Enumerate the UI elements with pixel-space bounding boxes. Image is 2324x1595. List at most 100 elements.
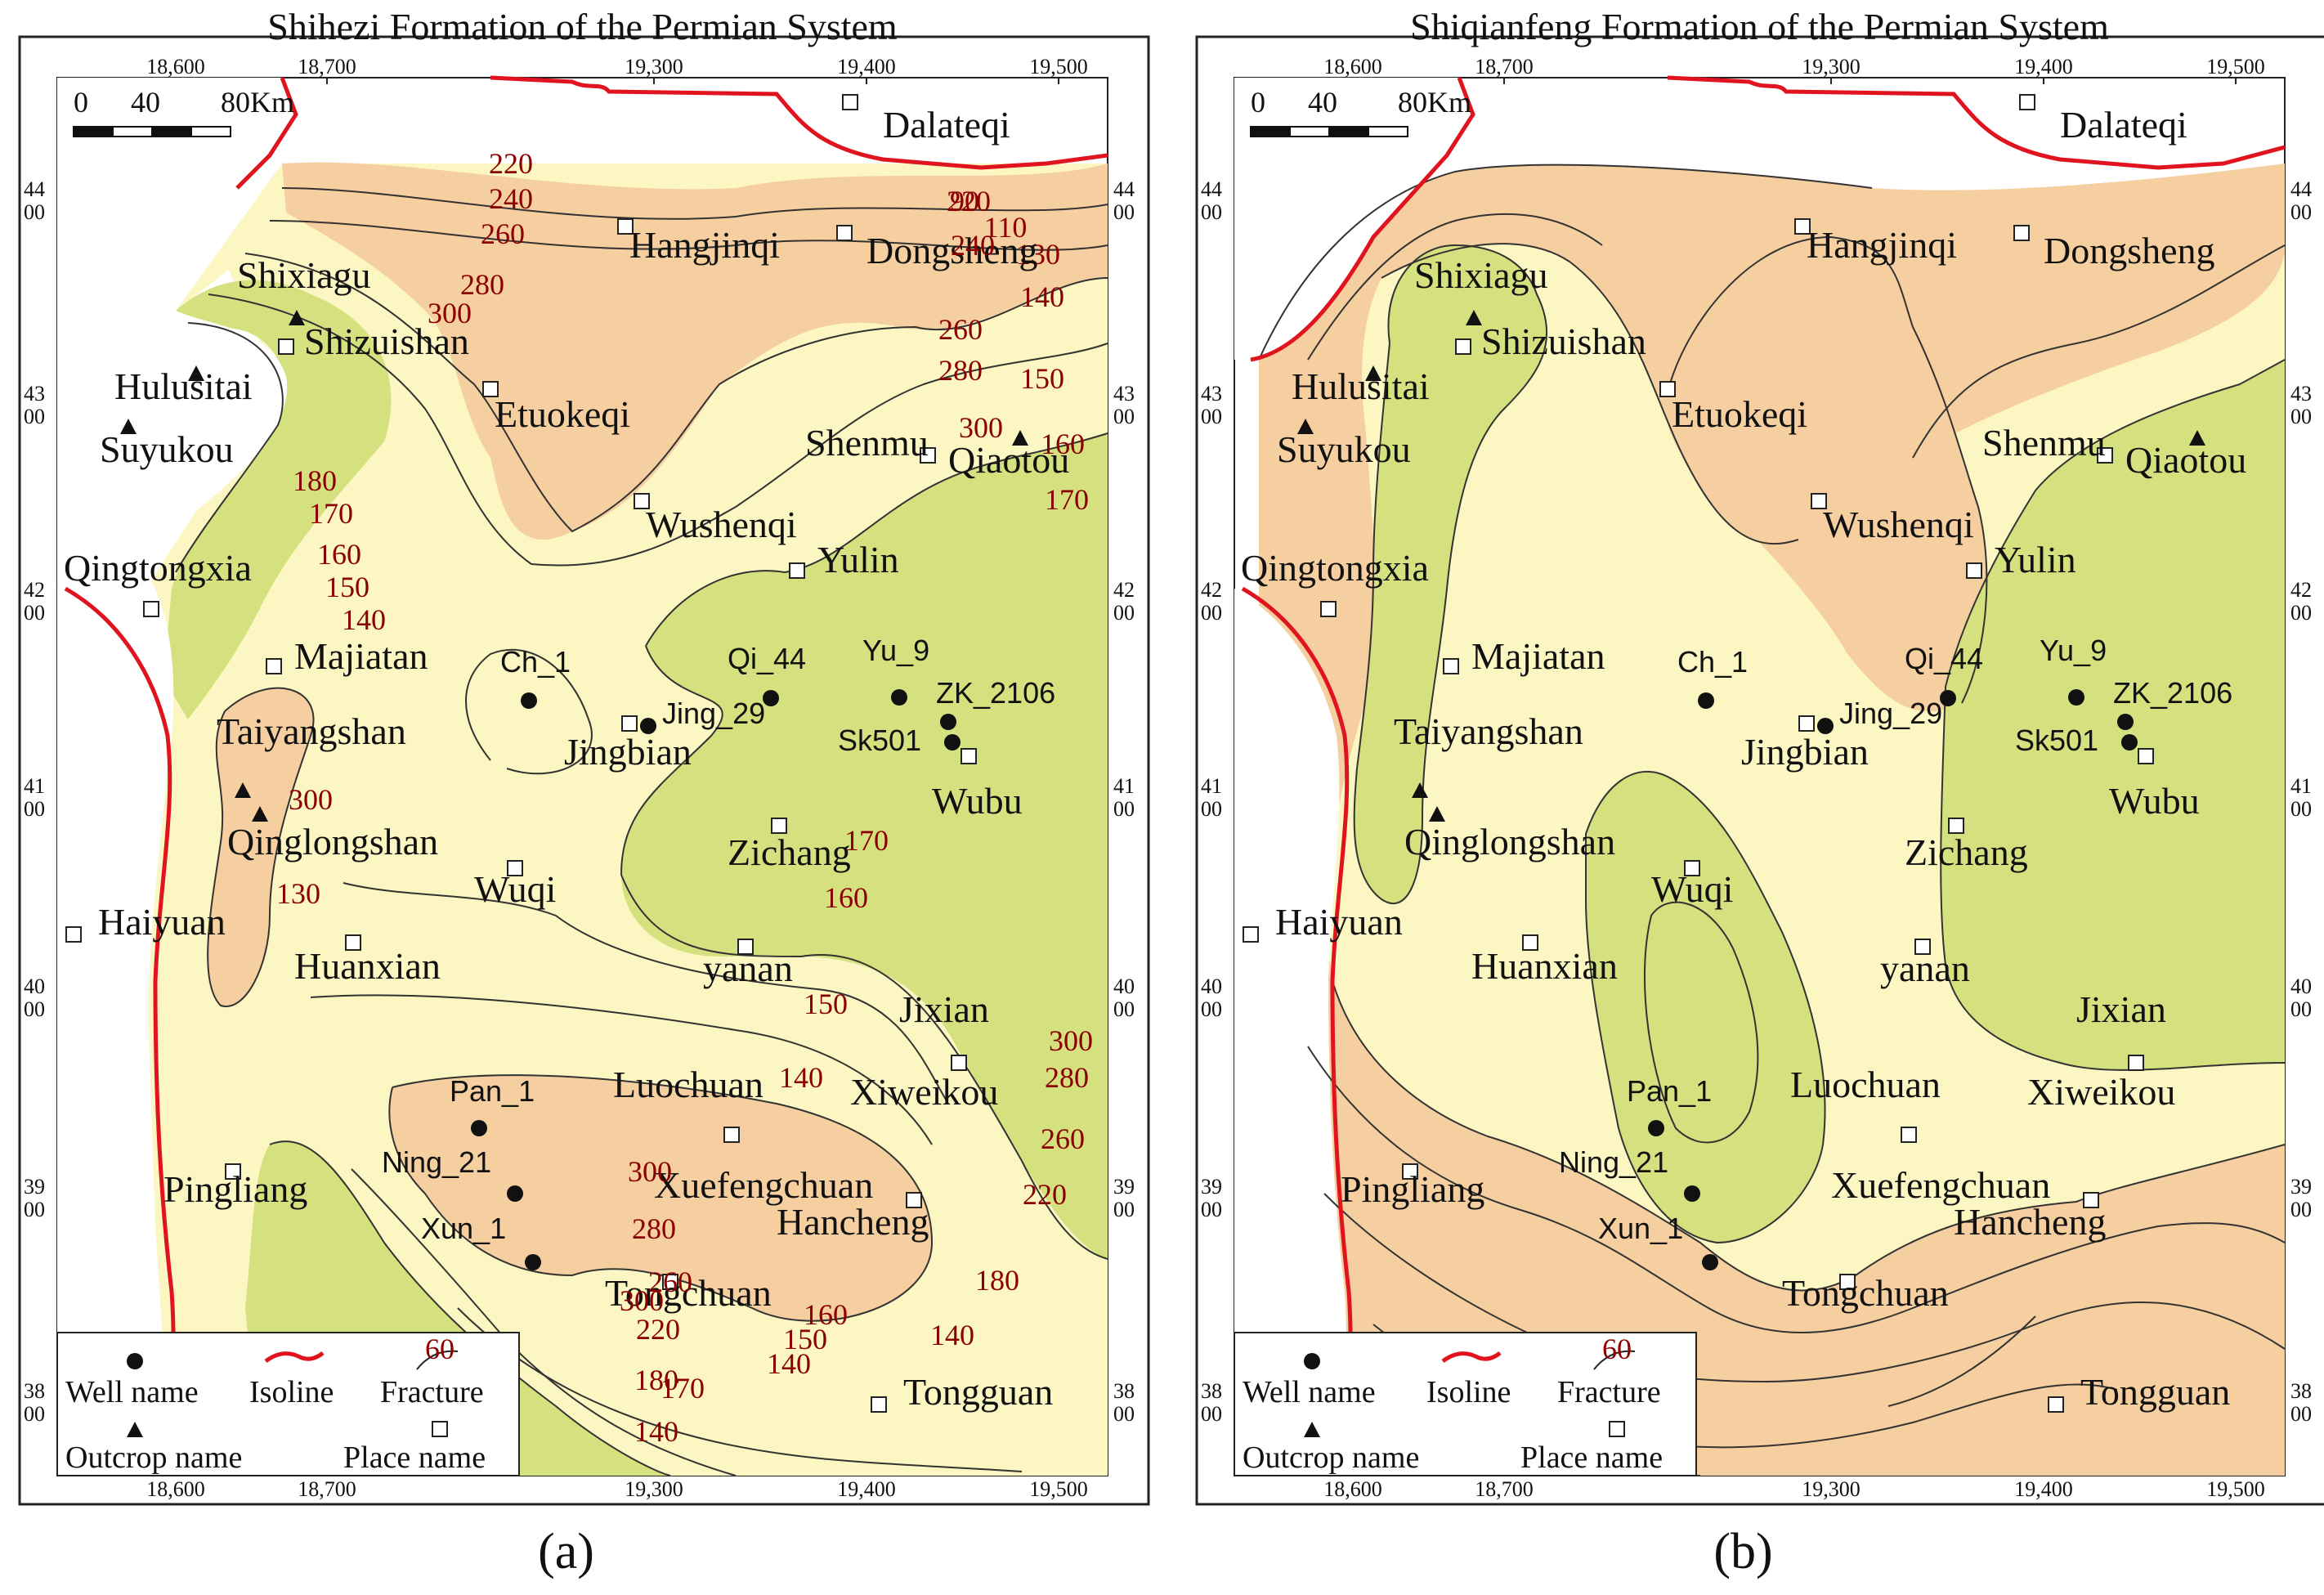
y-tick-label: 00	[24, 405, 45, 428]
x-tick-label: 19,500	[1029, 55, 1088, 78]
legend-well-name: Well name	[65, 1375, 199, 1409]
y-tick-label: 00	[24, 797, 45, 821]
y-tick-label: 00	[1113, 1198, 1135, 1221]
x-tick-label: 19,400	[837, 1477, 896, 1501]
well-label-jing-29: Jing_29	[1839, 697, 1942, 730]
isoline-value: 280	[1045, 1061, 1089, 1094]
place-name-icon	[2013, 225, 2030, 241]
x-tick-label: 18,600	[1323, 55, 1382, 78]
zone-green	[1586, 771, 1825, 1243]
place-name-icon	[871, 1396, 887, 1413]
isoline-value: 300	[428, 297, 472, 329]
isoline-value: 280	[938, 354, 983, 387]
isoline-value: 160	[317, 538, 361, 571]
y-tick-label: 40	[1201, 974, 1222, 998]
y-tick-label: 00	[1201, 1198, 1222, 1221]
isoline-value: 160	[824, 881, 868, 914]
isoline	[208, 293, 1108, 567]
isoline-value: 300	[289, 783, 333, 816]
legend-fracture-icon	[416, 1350, 459, 1370]
isoline-value: 160	[1041, 428, 1085, 460]
place-label-jingbian: Jingbian	[564, 731, 692, 773]
x-tick-label: 19,500	[2206, 55, 2265, 78]
zone-orange	[389, 1075, 932, 1321]
place-name-icon	[789, 562, 805, 579]
x-tick-label: 19,300	[625, 55, 683, 78]
place-label-etuokeqi: Etuokeqi	[1672, 393, 1807, 435]
y-tick-label: 00	[1201, 405, 1222, 428]
y-tick-label: 00	[1201, 797, 1222, 821]
y-tick-label: 00	[2290, 997, 2312, 1021]
legend-isoline: Isoline	[249, 1375, 334, 1409]
y-tick-label: 44	[24, 177, 45, 201]
outcrop-label-hulusitai: Hulusitai	[114, 365, 253, 407]
isoline-value: 140	[779, 1061, 823, 1094]
place-label-hangjinqi: Hangjinqi	[1807, 224, 1957, 266]
scale-label: 0	[74, 86, 88, 119]
place-label-tongchuan: Tongchuan	[1782, 1272, 1949, 1314]
place-label-dongsheng: Dongsheng	[866, 230, 1038, 271]
y-tick-label: 38	[2290, 1379, 2312, 1403]
isoline	[207, 687, 315, 1008]
outcrop-icon	[127, 1422, 143, 1437]
place-name-icon	[1948, 818, 1964, 834]
place-name-icon	[1443, 658, 1459, 674]
place-name-icon	[920, 447, 936, 464]
place-name-icon	[1811, 493, 1827, 509]
place-name-icon	[634, 493, 650, 509]
place-label-dalateqi: Dalateqi	[2060, 104, 2187, 146]
legend-fracture: Fracture	[1557, 1375, 1661, 1409]
place-name-icon	[960, 748, 977, 764]
panel-border	[1195, 35, 2324, 1506]
scale-bar-segment	[112, 126, 153, 137]
isoline-value: 280	[460, 268, 504, 301]
place-label-xiweikou: Xiweikou	[850, 1071, 998, 1113]
x-tick-label: 18,600	[146, 1477, 205, 1501]
scale-bar-segment	[1289, 126, 1330, 137]
isoline-value: 140	[1020, 280, 1064, 313]
zone-green	[621, 433, 1108, 1259]
fault-line	[490, 75, 1108, 170]
zone-orange	[1666, 237, 1987, 712]
isoline	[1585, 770, 1826, 1244]
outcrop-icon	[252, 806, 268, 822]
scale-bar-segment	[1328, 126, 1369, 137]
place-name-icon	[2048, 1396, 2064, 1413]
outcrop-label-hulusitai: Hulusitai	[1292, 365, 1430, 407]
place-name-icon	[1402, 1163, 1418, 1180]
isoline-value: 170	[1045, 483, 1089, 516]
scale-label: 80Km	[1398, 86, 1471, 119]
well-icon	[1684, 1185, 1700, 1202]
place-name-icon	[617, 218, 634, 235]
place-label-hancheng: Hancheng	[777, 1201, 929, 1243]
isoline-value: 300	[1049, 1024, 1093, 1057]
well-icon	[471, 1120, 487, 1136]
outcrop-label-shixiagu: Shixiagu	[1414, 254, 1548, 296]
isoline	[388, 1074, 934, 1322]
place-name-icon	[432, 1421, 448, 1437]
place-name-icon	[1243, 926, 1259, 943]
y-tick-label: 41	[24, 774, 45, 798]
place-name-icon	[1914, 939, 1931, 955]
y-tick-label: 00	[1113, 405, 1135, 428]
isoline-value: 180	[634, 1364, 678, 1396]
isoline-value: 170	[844, 824, 889, 857]
place-name-icon	[1522, 934, 1538, 951]
outcrop-label-qiaotou: Qiaotou	[2125, 439, 2246, 481]
well-label-sk501: Sk501	[2015, 724, 2098, 757]
well-label-xun-1: Xun_1	[421, 1212, 506, 1245]
outcrop-label-taiyangshan: Taiyangshan	[1394, 710, 1583, 752]
outcrop-icon	[2189, 430, 2205, 446]
place-label-wuqi: Wuqi	[1651, 868, 1733, 910]
place-name-icon	[662, 1274, 678, 1290]
y-tick-label: 00	[2290, 405, 2312, 428]
isoline-value: 220	[489, 147, 533, 180]
x-tick-label: 19,400	[2014, 1477, 2073, 1501]
legend-place-name: Place name	[343, 1440, 486, 1475]
well-icon	[1304, 1353, 1320, 1369]
isoline-value: 140	[342, 603, 386, 636]
isoline	[244, 253, 1108, 533]
isoline	[310, 994, 933, 1145]
well-icon	[1817, 718, 1834, 734]
place-label-xiweikou: Xiweikou	[2027, 1071, 2175, 1113]
